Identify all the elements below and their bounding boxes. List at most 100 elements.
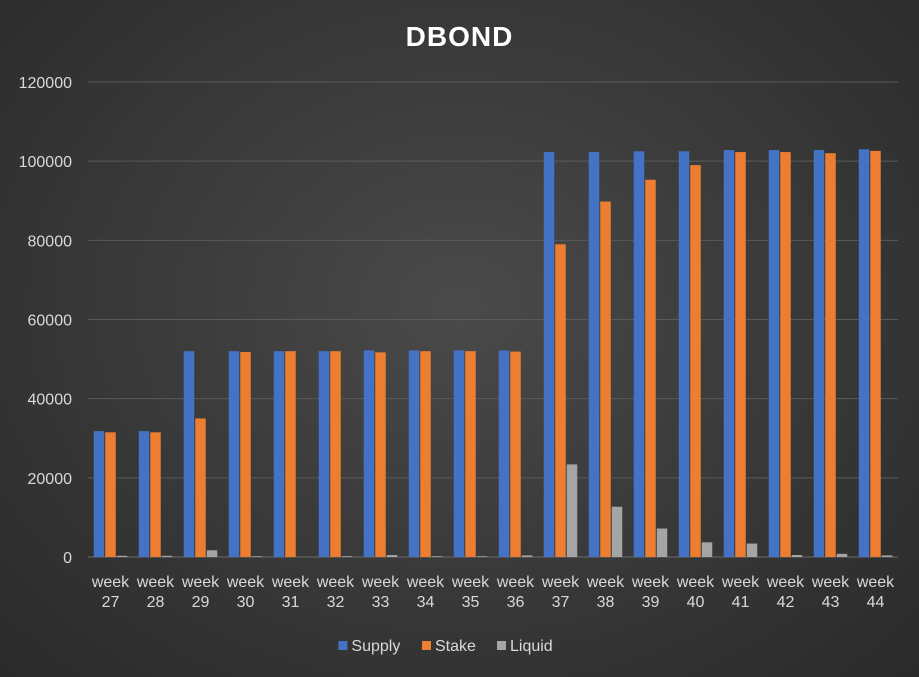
x-tick-label-line: 38 <box>597 594 615 611</box>
x-tick-label-line: 34 <box>417 594 435 611</box>
bar-liquid-week-37 <box>566 464 578 557</box>
x-tick-label: week 40 <box>676 574 715 611</box>
x-tick-label-line: 33 <box>372 594 390 611</box>
bar-stake-week-37 <box>555 244 566 557</box>
bar-liquid-week-44 <box>881 555 893 557</box>
x-tick-label: week 41 <box>721 574 760 611</box>
legend-swatch-supply <box>338 641 348 650</box>
bar-liquid-week-33 <box>386 555 398 557</box>
bars <box>93 149 893 558</box>
x-tick-label: week 33 <box>361 574 400 611</box>
x-tick-label-line: week <box>181 574 220 591</box>
bar-stake-week-38 <box>600 201 611 557</box>
x-tick-label-line: 42 <box>777 594 795 611</box>
x-tick-label: week 28 <box>136 574 175 611</box>
bar-supply-week-34 <box>408 350 420 557</box>
gridlines <box>88 81 898 558</box>
bar-supply-week-42 <box>768 150 780 558</box>
x-tick-label: week 32 <box>316 574 355 611</box>
x-tick-label-line: 27 <box>102 594 120 611</box>
bar-liquid-week-36 <box>521 555 533 557</box>
x-tick-label-line: week <box>721 574 760 591</box>
bar-stake-week-28 <box>150 432 161 557</box>
x-tick-label-line: 36 <box>507 594 525 611</box>
x-tick-label-line: week <box>496 574 535 591</box>
x-tick-label: week 39 <box>631 574 670 611</box>
x-tick-label-line: week <box>361 574 400 591</box>
x-tick-label: week 30 <box>226 574 265 611</box>
bar-stake-week-43 <box>825 153 836 557</box>
x-tick-label-line: 41 <box>732 594 750 611</box>
bar-stake-week-40 <box>690 165 701 557</box>
bar-supply-week-31 <box>273 351 285 557</box>
bar-stake-week-41 <box>735 152 746 557</box>
legend-swatch-stake <box>422 641 431 650</box>
y-tick-label: 40000 <box>28 392 73 409</box>
bar-supply-week-33 <box>363 350 375 557</box>
bar-liquid-week-38 <box>611 506 623 557</box>
y-tick-label: 20000 <box>28 471 73 488</box>
bar-liquid-week-34 <box>431 556 443 557</box>
x-tick-label-line: 28 <box>147 594 165 611</box>
x-tick-label: week 27 <box>91 574 130 611</box>
bar-stake-week-27 <box>105 432 116 557</box>
bar-supply-week-37 <box>543 152 555 557</box>
x-tick-label-line: 37 <box>552 594 570 611</box>
bar-liquid-week-30 <box>251 556 263 557</box>
bar-stake-week-39 <box>645 179 656 558</box>
x-tick-label: week 36 <box>496 574 535 611</box>
bar-liquid-week-28 <box>161 555 173 557</box>
x-tick-label-line: 39 <box>642 594 660 611</box>
x-tick-label-line: 40 <box>687 594 705 611</box>
x-tick-label-line: 35 <box>462 594 480 611</box>
bar-liquid-week-27 <box>116 555 128 557</box>
bar-stake-week-44 <box>870 150 881 557</box>
bar-supply-week-27 <box>93 431 105 557</box>
legend: Supply Stake Liquid <box>338 638 553 655</box>
bar-liquid-week-43 <box>836 553 848 557</box>
x-tick-label-line: 43 <box>822 594 840 611</box>
legend-label-liquid: Liquid <box>510 638 553 655</box>
bar-supply-week-28 <box>138 431 150 557</box>
y-tick-label: 100000 <box>19 154 72 171</box>
x-tick-label-line: week <box>856 574 895 591</box>
bar-supply-week-38 <box>588 152 600 557</box>
x-tick-label-line: 30 <box>237 594 255 611</box>
y-tick-label: 60000 <box>28 313 73 330</box>
bar-stake-week-34 <box>420 351 431 557</box>
x-tick-label-line: 44 <box>867 594 885 611</box>
bar-liquid-week-42 <box>791 555 803 557</box>
bar-supply-week-39 <box>633 151 645 558</box>
x-tick-label-line: week <box>91 574 130 591</box>
bar-supply-week-36 <box>498 350 510 557</box>
x-tick-label-line: week <box>586 574 625 591</box>
x-tick-label-line: week <box>316 574 355 591</box>
bar-liquid-week-32 <box>341 556 353 557</box>
x-tick-label-line: 31 <box>282 594 300 611</box>
bar-liquid-week-39 <box>656 528 668 557</box>
x-tick-label-line: week <box>136 574 175 591</box>
bar-supply-week-32 <box>318 351 330 557</box>
x-tick-label-line: week <box>541 574 580 591</box>
x-tick-label-line: week <box>226 574 265 591</box>
bar-liquid-week-29 <box>206 550 218 557</box>
x-tick-label: week 35 <box>451 574 490 611</box>
x-tick-label: week 42 <box>766 574 805 611</box>
x-tick-label: week 37 <box>541 574 580 611</box>
bar-supply-week-35 <box>453 350 465 557</box>
bar-supply-week-44 <box>858 149 870 557</box>
x-tick-label-line: week <box>271 574 310 591</box>
bar-stake-week-29 <box>195 418 206 557</box>
y-tick-label: 120000 <box>19 75 72 92</box>
bar-stake-week-32 <box>330 351 341 557</box>
x-tick-label-line: 32 <box>327 594 345 611</box>
legend-label-stake: Stake <box>435 638 476 655</box>
x-tick-label: week 38 <box>586 574 625 611</box>
y-tick-label: 80000 <box>28 233 73 250</box>
x-tick-label-line: week <box>631 574 670 591</box>
bar-supply-week-30 <box>228 351 240 557</box>
bar-supply-week-40 <box>678 151 690 558</box>
bar-stake-week-30 <box>240 351 251 557</box>
